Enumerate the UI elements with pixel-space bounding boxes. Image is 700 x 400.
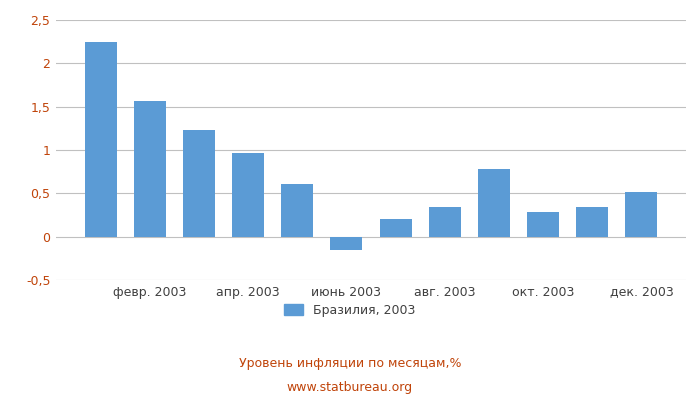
Bar (625, 192, 657, 237)
Bar (85, 42, 117, 237)
Bar (183, 130, 215, 237)
Bar (576, 207, 608, 237)
Text: Уровень инфляции по месяцам,%: Уровень инфляции по месяцам,% (239, 358, 461, 370)
Bar (527, 212, 559, 237)
Bar (478, 169, 510, 237)
Legend: Бразилия, 2003: Бразилия, 2003 (279, 299, 421, 322)
Bar (330, 237, 363, 250)
Bar (379, 219, 412, 237)
Bar (281, 184, 313, 237)
Bar (429, 207, 461, 237)
Bar (232, 153, 264, 237)
Text: www.statbureau.org: www.statbureau.org (287, 382, 413, 394)
Bar (134, 101, 166, 237)
